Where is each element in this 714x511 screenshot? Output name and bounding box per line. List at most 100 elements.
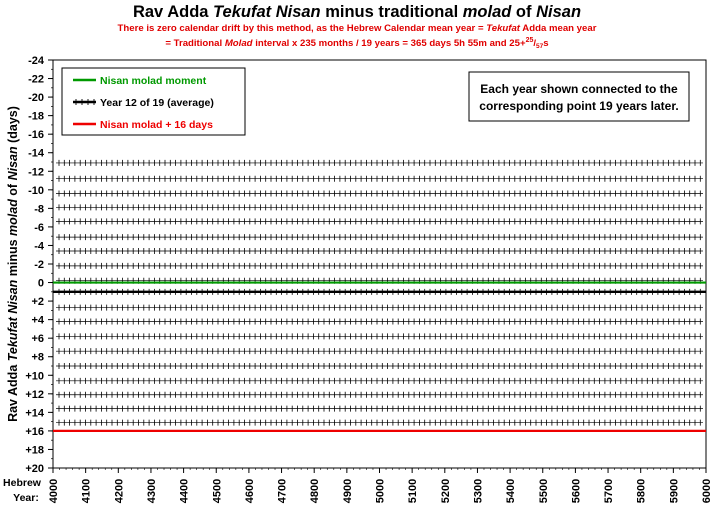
x-tick-label: 6000 [701, 479, 713, 503]
series-markers [58, 348, 701, 355]
x-tick-label: 4100 [81, 479, 93, 503]
x-tick-label: 5000 [375, 479, 387, 503]
series-markers [58, 262, 701, 269]
annotation-box [468, 71, 690, 122]
subtitle-text: Adda mean year [520, 23, 597, 34]
y-tick-label: -20 [28, 92, 44, 104]
series-markers [58, 218, 701, 225]
x-tick-label: 4600 [244, 479, 256, 503]
y-tick-label: -6 [34, 222, 44, 234]
series-markers [58, 333, 701, 340]
y-axis-label-part: Nisan [6, 146, 20, 180]
y-tick-label: 0 [38, 278, 44, 290]
subtitle-text: s [543, 38, 549, 49]
y-tick-label: +6 [31, 333, 44, 345]
series-markers [58, 377, 701, 384]
series-markers [58, 159, 701, 166]
chart-subtitle-2: = Traditional Molad interval x 235 month… [0, 37, 714, 50]
y-tick-label: -8 [34, 203, 44, 215]
legend-swatch-markers [75, 99, 95, 105]
series-markers [58, 175, 701, 182]
y-tick-label: -16 [28, 129, 44, 141]
y-tick-label: +2 [31, 296, 44, 308]
series-markers [58, 405, 701, 412]
subtitle-text: / [533, 38, 537, 49]
y-tick-label: -2 [34, 259, 44, 271]
x-tick-label: 5600 [570, 479, 582, 503]
x-tick-label: 5500 [538, 479, 550, 503]
subtitle-text: = Traditional [165, 38, 225, 49]
series-markers [58, 234, 701, 241]
chart-title: Rav Adda Tekufat Nisan minus traditional… [0, 3, 714, 22]
x-tick-label: 5900 [668, 479, 680, 503]
x-tick-label: 4700 [277, 479, 289, 503]
legend-label: Year 12 of 19 (average) [100, 97, 214, 109]
x-tick-label: 4200 [113, 479, 125, 503]
y-axis-label-part: (days) [6, 106, 20, 146]
x-axis-label: Hebrew [3, 477, 42, 489]
y-axis-label-part: molad [6, 199, 20, 236]
annotation-text: Each year shown connected to the [480, 82, 678, 96]
x-tick-label: 4000 [48, 479, 60, 503]
y-tick-label: -22 [28, 74, 44, 86]
subtitle-text: There is zero calendar drift by this met… [117, 23, 487, 34]
x-tick-label: 5700 [603, 479, 615, 503]
y-tick-label: +10 [25, 370, 44, 382]
title-text: Tekufat Nisan [213, 3, 321, 21]
subtitle-text: 25 [525, 37, 534, 44]
annotation-text: corresponding point 19 years later. [479, 99, 678, 113]
series-average-markers [58, 288, 701, 295]
x-tick-label: 5300 [472, 479, 484, 503]
x-tick-label: 4500 [211, 479, 223, 503]
series-markers [58, 419, 701, 426]
y-axis-label-part: minus [6, 236, 20, 280]
series-markers [58, 248, 701, 255]
subtitle-text: Tekufat [486, 23, 520, 34]
y-tick-label: -24 [28, 55, 45, 67]
y-tick-label: -4 [34, 240, 45, 252]
legend-label: Nisan molad + 16 days [100, 119, 213, 131]
subtitle-text: interval x 235 months / 19 years = 365 d… [252, 38, 526, 49]
x-axis-label: Year: [13, 492, 39, 504]
y-tick-label: +8 [31, 352, 44, 364]
x-tick-label: 4300 [146, 479, 158, 503]
y-tick-label: +4 [31, 315, 44, 327]
title-text: Rav Adda [132, 3, 214, 21]
y-tick-label: +20 [25, 463, 44, 475]
series-markers [58, 190, 701, 197]
y-tick-label: -18 [28, 111, 44, 123]
x-tick-label: 5800 [636, 479, 648, 503]
x-tick-label: 4900 [342, 479, 354, 503]
x-tick-label: 5400 [505, 479, 517, 503]
y-tick-label: +14 [25, 407, 45, 419]
y-axis-label-part: Rav Adda [6, 361, 20, 422]
x-tick-label: 5100 [407, 479, 419, 503]
series-markers [58, 204, 701, 211]
annotation: Each year shown connected to the correspo… [468, 71, 690, 122]
y-tick-label: -12 [28, 166, 44, 178]
legend: Nisan molad moment Year 12 of 19 (average… [61, 67, 246, 136]
title-text: of [511, 3, 537, 21]
y-tick-label: -14 [28, 148, 45, 160]
subtitle-text: 57 [536, 43, 544, 50]
series-markers [58, 304, 701, 311]
y-axis-label-part: Tekufat Nisan [6, 279, 20, 361]
series-markers [58, 391, 701, 398]
y-tick-label: +16 [25, 426, 44, 438]
title-text: molad [462, 3, 512, 21]
legend-label: Nisan molad moment [100, 75, 207, 87]
y-tick-label: +12 [25, 389, 44, 401]
x-tick-label: 5200 [440, 479, 452, 503]
series-markers [58, 363, 701, 369]
title-text: Nisan [536, 3, 582, 21]
x-tick-label: 4400 [179, 479, 191, 503]
x-tick-label: 4800 [309, 479, 321, 503]
y-axis-label: Rav Adda Tekufat Nisan minus molad of Ni… [6, 106, 20, 422]
series-markers [58, 318, 701, 325]
y-axis-label-part: of [6, 180, 20, 199]
chart-subtitle-1: There is zero calendar drift by this met… [0, 23, 714, 34]
title-text: minus traditional [320, 3, 463, 21]
y-tick-label: +18 [25, 444, 44, 456]
y-tick-label: -10 [28, 185, 44, 197]
